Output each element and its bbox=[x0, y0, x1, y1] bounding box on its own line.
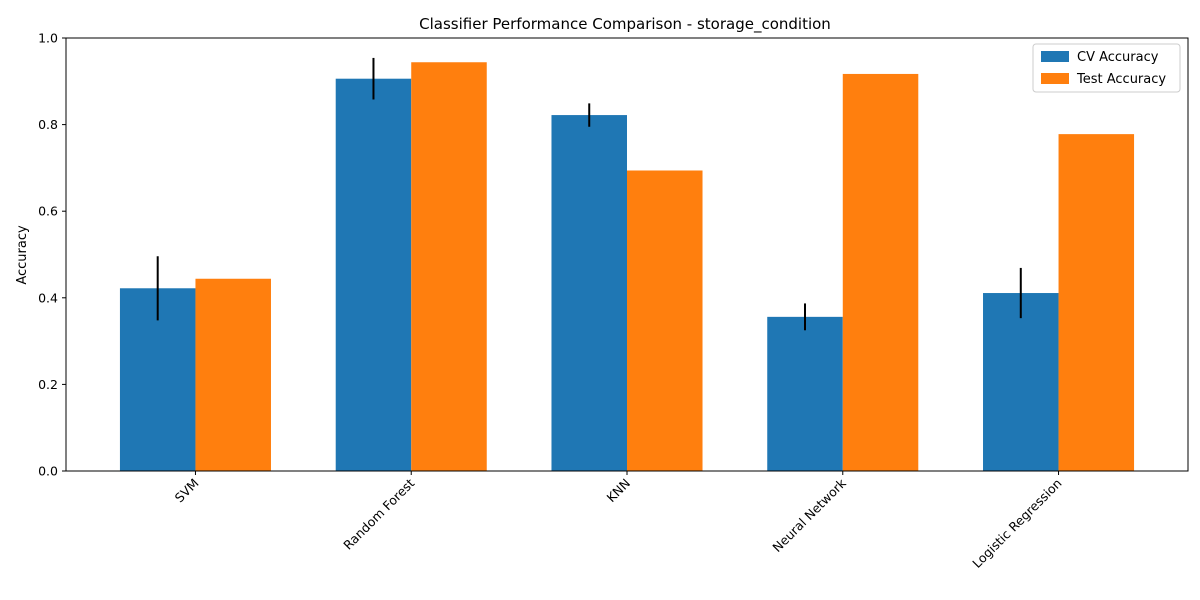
y-axis-label: Accuracy bbox=[15, 225, 30, 285]
y-tick-label: 0.4 bbox=[38, 290, 58, 305]
legend-swatch bbox=[1041, 73, 1069, 84]
y-tick-label: 1.0 bbox=[38, 31, 58, 46]
bar-test-accuracy bbox=[842, 73, 919, 472]
legend-swatch bbox=[1041, 51, 1069, 62]
bar-test-accuracy bbox=[195, 278, 271, 471]
error-bars-group bbox=[156, 57, 1022, 331]
bar-test-accuracy bbox=[1058, 134, 1135, 471]
legend-box bbox=[1032, 43, 1181, 93]
bar-test-accuracy bbox=[627, 170, 703, 472]
bars-group bbox=[119, 62, 1135, 472]
x-tick-label: Logistic Regression bbox=[969, 476, 1064, 571]
y-tick-label: 0.0 bbox=[38, 464, 58, 479]
x-tick-label: SVM bbox=[172, 476, 202, 506]
bar-cv-accuracy bbox=[983, 293, 1059, 471]
y-axis-ticks: 0.0 0.2 0.4 0.6 0.8 1.0 bbox=[38, 31, 66, 479]
legend-label: CV Accuracy bbox=[1077, 50, 1159, 65]
y-tick-label: 0.8 bbox=[38, 117, 58, 132]
x-tick-label: Neural Network bbox=[769, 475, 849, 555]
legend: CV Accuracy Test Accuracy bbox=[1032, 43, 1181, 93]
legend-label: Test Accuracy bbox=[1076, 72, 1166, 87]
x-axis-ticks: SVM Random Forest KNN Neural Network Logisti… bbox=[172, 471, 1065, 571]
chart-title: Classifier Performance Comparison - stor… bbox=[419, 15, 831, 34]
bar-cv-accuracy bbox=[767, 316, 843, 471]
bar-test-accuracy bbox=[411, 62, 487, 472]
bar-cv-accuracy bbox=[335, 78, 412, 472]
plot-frame bbox=[65, 37, 1189, 472]
x-tick-label: Random Forest bbox=[340, 475, 417, 552]
y-tick-label: 0.2 bbox=[38, 377, 58, 392]
y-tick-label: 0.6 bbox=[38, 204, 58, 219]
bar-cv-accuracy bbox=[551, 115, 627, 471]
x-tick-label: KNN bbox=[603, 476, 633, 506]
